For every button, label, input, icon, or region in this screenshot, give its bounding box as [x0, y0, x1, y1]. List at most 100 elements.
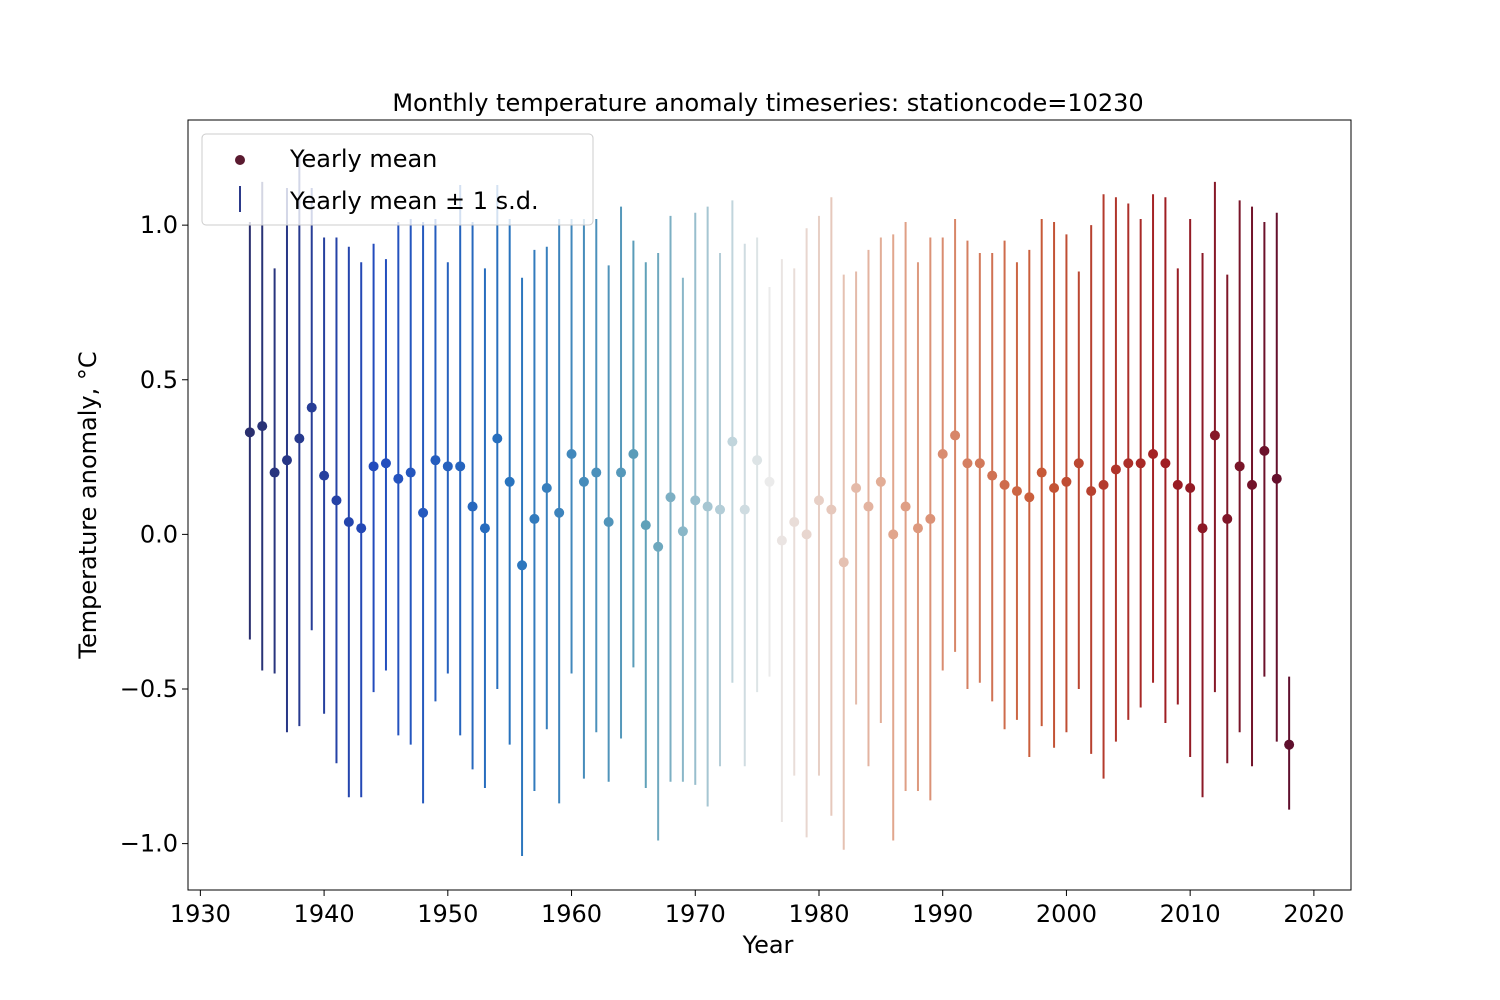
data-point	[455, 461, 466, 472]
y-axis-title: Temperature anomaly, °C	[74, 351, 102, 659]
x-tick-label: 1990	[912, 900, 973, 928]
data-point	[1135, 458, 1146, 469]
mean-points	[244, 402, 1295, 750]
chart-title: Monthly temperature anomaly timeseries: …	[392, 89, 1143, 117]
y-axis: −1.0 −0.5 0.0 0.5 1.0	[120, 211, 188, 858]
data-point	[1123, 458, 1134, 469]
data-point	[727, 436, 738, 447]
data-point	[1160, 458, 1171, 469]
data-point	[764, 476, 775, 487]
data-point	[665, 492, 676, 503]
x-tick-label: 1980	[788, 900, 849, 928]
x-axis: 1930 1940 1950 1960 1970 1980 1990 2000 2010 2020	[170, 890, 1344, 928]
x-tick-label: 1940	[294, 900, 355, 928]
data-point	[925, 513, 936, 524]
data-point	[504, 476, 515, 487]
data-point	[1234, 461, 1245, 472]
plot-frame	[187, 119, 1352, 891]
data-point	[566, 448, 577, 459]
y-tick-label: 0.0	[140, 520, 178, 548]
data-point	[343, 517, 354, 528]
data-point	[826, 504, 837, 515]
data-point	[937, 448, 948, 459]
data-point	[690, 495, 701, 506]
data-point	[492, 433, 503, 444]
legend-marker-mean	[235, 155, 245, 165]
x-tick-label: 2020	[1283, 900, 1344, 928]
data-point	[715, 504, 726, 515]
data-point	[752, 455, 763, 466]
data-point	[257, 421, 268, 432]
data-point	[591, 467, 602, 478]
data-point	[467, 501, 478, 512]
data-point	[1185, 482, 1196, 493]
data-point	[851, 482, 862, 493]
data-point	[1086, 486, 1097, 497]
x-tick-label: 1970	[665, 900, 726, 928]
data-point	[281, 455, 292, 466]
data-point	[1148, 448, 1159, 459]
data-point	[677, 526, 688, 537]
data-point	[838, 557, 849, 568]
data-point	[442, 461, 453, 472]
data-point	[1172, 479, 1183, 490]
data-point	[430, 455, 441, 466]
data-point	[479, 523, 490, 534]
legend: Yearly mean Yearly mean ± 1 s.d.	[201, 133, 594, 226]
y-tick-label: 0.5	[140, 366, 178, 394]
legend-label-mean: Yearly mean	[289, 145, 437, 173]
data-point	[900, 501, 911, 512]
data-point	[368, 461, 379, 472]
data-point	[294, 433, 305, 444]
data-point	[393, 473, 404, 484]
data-point	[888, 529, 899, 540]
data-point	[529, 513, 540, 524]
data-point	[517, 560, 528, 571]
data-point	[1024, 492, 1035, 503]
data-point	[1110, 464, 1121, 475]
data-point	[578, 476, 589, 487]
data-point	[875, 476, 886, 487]
data-point	[1259, 445, 1270, 456]
legend-label-sd: Yearly mean ± 1 s.d.	[289, 187, 539, 215]
data-point	[653, 541, 664, 552]
data-point	[1098, 479, 1109, 490]
data-point	[628, 448, 639, 459]
y-tick-label: −1.0	[120, 830, 178, 858]
data-point	[987, 470, 998, 481]
data-point	[974, 458, 985, 469]
data-point	[306, 402, 317, 413]
y-tick-label: −0.5	[120, 675, 178, 703]
data-point	[405, 467, 416, 478]
data-point	[331, 495, 342, 506]
data-point	[813, 495, 824, 506]
data-point	[244, 427, 255, 438]
data-point	[1049, 482, 1060, 493]
data-point	[1073, 458, 1084, 469]
x-tick-label: 1960	[541, 900, 602, 928]
data-point	[603, 517, 614, 528]
data-point	[776, 535, 787, 546]
data-point	[1197, 523, 1208, 534]
data-point	[640, 520, 651, 531]
x-tick-label: 2000	[1036, 900, 1097, 928]
data-point	[999, 479, 1010, 490]
data-point	[950, 430, 961, 441]
x-tick-label: 2010	[1160, 900, 1221, 928]
data-point	[1247, 479, 1258, 490]
data-point	[380, 458, 391, 469]
y-tick-label: 1.0	[140, 211, 178, 239]
data-point	[269, 467, 280, 478]
data-point	[319, 470, 330, 481]
x-tick-label: 1930	[170, 900, 231, 928]
data-point	[541, 482, 552, 493]
data-point	[789, 517, 800, 528]
x-tick-label: 1950	[417, 900, 478, 928]
x-axis-title: Year	[742, 931, 794, 959]
legend-box	[201, 133, 594, 226]
data-point	[616, 467, 627, 478]
data-point	[356, 523, 367, 534]
data-point	[962, 458, 973, 469]
data-point	[1011, 486, 1022, 497]
